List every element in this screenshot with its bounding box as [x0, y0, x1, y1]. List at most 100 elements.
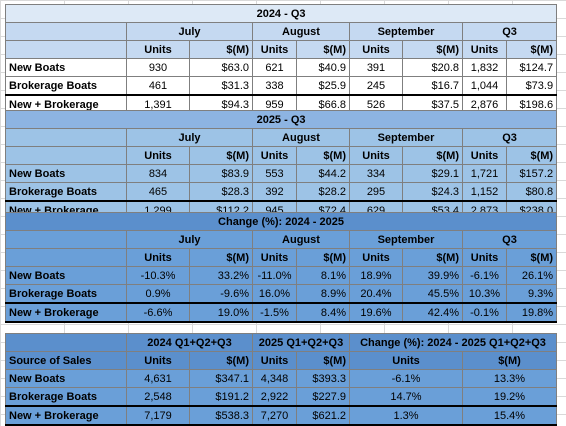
cell: 14.7%	[349, 387, 463, 407]
row-label: New Boats	[5, 369, 127, 388]
cell: -6.1%	[349, 369, 463, 388]
units-header: Units	[349, 40, 403, 59]
cell: 930	[126, 58, 190, 77]
cell: $29.1	[402, 164, 463, 183]
table-row: New Boats 930 $63.0 621 $40.9 391 $20.8 …	[5, 58, 558, 77]
table-row-total: New + Brokerage 7,179 $538.3 7,270 $621.…	[5, 405, 557, 426]
money-header: $(M)	[402, 248, 463, 267]
table-title: 2025 - Q3	[4, 110, 558, 129]
cell: $16.7	[402, 76, 463, 96]
money-header: $(M)	[462, 351, 557, 370]
cell: $44.2	[296, 164, 350, 183]
cell: 461	[126, 76, 190, 96]
cell: $347.1	[189, 369, 253, 388]
money-header: $(M)	[189, 146, 253, 165]
empty-cell	[5, 333, 127, 352]
period-header: 2024 Q1+Q2+Q3	[126, 333, 253, 352]
empty-cell	[5, 230, 127, 249]
period-header: Q3	[461, 128, 558, 147]
units-header: Units	[349, 146, 403, 165]
cell: 26.1%	[505, 266, 558, 285]
cell: 19.8%	[505, 302, 558, 323]
cell: 0.9%	[126, 284, 190, 304]
cell: -11.0%	[252, 266, 297, 285]
money-header: $(M)	[505, 248, 558, 267]
cell: 33.2%	[189, 266, 253, 285]
cell: 245	[349, 76, 403, 96]
cell: $20.8	[402, 58, 463, 77]
cell: 10.3%	[462, 284, 507, 304]
cell: 392	[252, 182, 297, 202]
money-header: $(M)	[505, 40, 558, 59]
cell: 15.4%	[462, 405, 557, 426]
cell: 18.9%	[349, 266, 403, 285]
cell: $25.9	[296, 76, 350, 96]
cell: 2,548	[126, 387, 190, 407]
table-title: 2024 - Q3	[4, 4, 558, 23]
cell: 8.1%	[296, 266, 350, 285]
cell: 19.0%	[189, 302, 253, 323]
units-header: Units	[126, 351, 190, 370]
cell: $37.5	[402, 94, 463, 115]
money-header: $(M)	[189, 351, 253, 370]
period-header: August	[252, 128, 350, 147]
cell: $191.2	[189, 387, 253, 407]
cell: 1,391	[126, 94, 190, 115]
period-header: July	[126, 230, 253, 249]
period-header: Q3	[461, 230, 558, 249]
cell: 16.0%	[252, 284, 297, 304]
cell: 465	[126, 182, 190, 202]
cell: $31.3	[189, 76, 253, 96]
cell: -9.6%	[189, 284, 253, 304]
cell: $28.3	[189, 182, 253, 202]
table-row-total: New + Brokerage 1,391 $94.3 959 $66.8 52…	[5, 94, 558, 115]
units-header: Units	[252, 351, 297, 370]
cell: $28.2	[296, 182, 350, 202]
cell: 9.3%	[505, 284, 558, 304]
cell: 7,270	[252, 405, 297, 426]
money-header: $(M)	[189, 248, 253, 267]
cell: $393.3	[296, 369, 350, 388]
cell: 295	[349, 182, 403, 202]
empty-cell	[5, 40, 127, 59]
period-header: 2025 Q1+Q2+Q3	[252, 333, 350, 352]
cell: 8.4%	[296, 302, 350, 323]
table-row: New Boats -10.3% 33.2% -11.0% 8.1% 18.9%…	[5, 266, 558, 285]
units-header: Units	[252, 248, 297, 267]
cell: $63.0	[189, 58, 253, 77]
cell: 20.4%	[349, 284, 403, 304]
cell: 4,631	[126, 369, 190, 388]
cell: $538.3	[189, 405, 253, 426]
period-header: September	[349, 128, 463, 147]
period-header: September	[349, 22, 463, 41]
row-label: New Boats	[5, 58, 127, 77]
table-2025-q3: 2025 - Q3 July August September Q3 Units…	[4, 110, 558, 221]
cell: 19.6%	[349, 302, 403, 323]
table-row: Brokerage Boats 465 $28.3 392 $28.2 295 …	[5, 182, 558, 202]
units-header: Units	[126, 146, 190, 165]
cell: 19.2%	[462, 387, 557, 407]
cell: 338	[252, 76, 297, 96]
units-header: Units	[349, 248, 403, 267]
row-label: Brokerage Boats	[5, 182, 127, 202]
cell: 1,721	[462, 164, 507, 183]
empty-cell	[5, 128, 127, 147]
cell: 621	[252, 58, 297, 77]
cell: 42.4%	[402, 302, 463, 323]
source-of-sales-label: Source of Sales	[5, 351, 127, 370]
cell: $24.3	[402, 182, 463, 202]
cell: $227.9	[296, 387, 350, 407]
units-header: Units	[126, 40, 190, 59]
cell: 7,179	[126, 405, 190, 426]
cell: $80.8	[505, 182, 558, 202]
cell: 1,832	[462, 58, 507, 77]
cell: 1,044	[462, 76, 507, 96]
cell: 391	[349, 58, 403, 77]
table-ytd-q1-q3: 2024 Q1+Q2+Q3 2025 Q1+Q2+Q3 Change (%): …	[5, 333, 557, 426]
cell: $157.2	[505, 164, 558, 183]
period-header: July	[126, 22, 253, 41]
money-header: $(M)	[296, 40, 350, 59]
period-header: August	[252, 230, 350, 249]
units-header: Units	[126, 248, 190, 267]
period-header: September	[349, 230, 463, 249]
